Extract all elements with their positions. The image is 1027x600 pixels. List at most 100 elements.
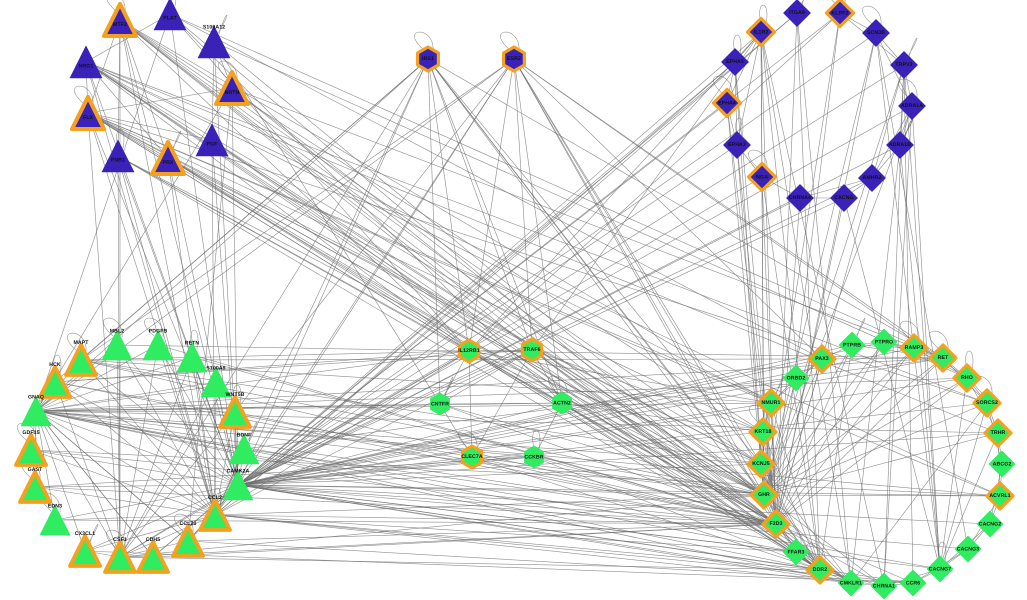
- graph-node-nga[interactable]: NGA: [745, 160, 778, 193]
- graph-node-adra1a[interactable]: ADRA1A: [898, 92, 926, 120]
- graph-node-flx[interactable]: FLX: [67, 92, 109, 134]
- diamond-node-shape: [745, 16, 777, 48]
- graph-node-esr2[interactable]: ESR2: [499, 44, 529, 74]
- diamond-node-shape: [711, 87, 743, 119]
- graph-node-ghr[interactable]: GHR: [748, 479, 780, 511]
- triangle-node-shape: [64, 343, 98, 377]
- diamond-node-shape: [886, 131, 914, 159]
- graph-node-chrna4[interactable]: CHRNA4: [786, 184, 814, 212]
- diamond-node-shape: [830, 184, 858, 212]
- graph-node-ccl20[interactable]: CCL20: [168, 521, 208, 561]
- graph-node-plat[interactable]: PLAT: [152, 0, 187, 32]
- graph-node-amhr2[interactable]: AMHR2: [858, 164, 886, 192]
- graph-node-epha5[interactable]: EPHA5: [721, 48, 749, 76]
- graph-node-ramp3[interactable]: RAMP3: [898, 332, 930, 364]
- graph-node-pax3[interactable]: PAX3: [806, 343, 838, 375]
- graph-node-ptprb[interactable]: PTPRB: [838, 331, 866, 359]
- graph-node-bdnf[interactable]: BDNF: [227, 432, 260, 465]
- graph-node-fnb1[interactable]: FNB1: [100, 138, 135, 173]
- graph-node-trhr[interactable]: TRHR: [982, 417, 1014, 449]
- diamond-node-shape: [782, 538, 810, 566]
- graph-node-kcnj5[interactable]: KCNJ5: [745, 448, 777, 480]
- graph-node-epha4[interactable]: EPHA4: [710, 86, 743, 119]
- graph-node-nrtn[interactable]: NRTN: [211, 67, 253, 109]
- diamond-node-shape: [723, 131, 751, 159]
- graph-node-krt18[interactable]: KRT18: [747, 416, 779, 448]
- graph-node-cckbr[interactable]: CCKBR: [522, 445, 545, 469]
- diamond-node-shape: [786, 184, 814, 212]
- graph-node-mbl2[interactable]: MBL2: [100, 328, 133, 361]
- graph-node-nmur1[interactable]: NMUR1: [755, 387, 787, 419]
- graph-node-il12rb1[interactable]: IL12RB1: [455, 337, 483, 365]
- diamond-node-shape: [983, 418, 1013, 448]
- diamond-node-shape: [783, 0, 811, 27]
- graph-node-klrf2[interactable]: KLRF2: [823, 0, 856, 30]
- graph-node-traf6[interactable]: TRAF6: [518, 336, 546, 364]
- graph-node-cx3cl1[interactable]: CX3CL1: [65, 531, 105, 571]
- graph-node-chrna1[interactable]: CHRNA1: [870, 572, 898, 600]
- graph-node-wnt5b[interactable]: WNT5B: [215, 392, 255, 432]
- diamond-node-shape: [899, 333, 929, 363]
- diamond-node-shape: [985, 481, 1015, 511]
- graph-node-cacng3[interactable]: CACNG3: [954, 535, 982, 563]
- graph-node-mtf2[interactable]: MTF2: [99, 0, 141, 41]
- diamond-node-shape: [928, 343, 958, 373]
- graph-node-pgf[interactable]: PGF: [194, 122, 229, 157]
- graph-node-cacng2[interactable]: CACNG2: [976, 510, 1004, 538]
- graph-node-abcg2[interactable]: ABCG2: [988, 450, 1016, 478]
- graph-node-cntfr[interactable]: CNTFR: [428, 392, 451, 416]
- graph-node-prx[interactable]: PRX: [147, 137, 189, 179]
- graph-node-acvrl1[interactable]: ACVRL1: [984, 480, 1016, 512]
- triangle-node-shape: [39, 504, 71, 536]
- graph-node-clec7a[interactable]: CLEC7A: [458, 443, 486, 471]
- graph-node-itga8[interactable]: ITGA8: [783, 0, 811, 27]
- triangle-node-shape: [14, 433, 48, 467]
- triangle-node-shape: [171, 524, 205, 558]
- diamond-node-shape: [756, 388, 786, 418]
- graph-node-actn2[interactable]: ACTN2: [550, 391, 573, 415]
- triangle-node-shape: [197, 25, 231, 59]
- diamond-node-shape: [870, 328, 898, 356]
- graph-node-cdh5[interactable]: CDH5: [133, 537, 173, 577]
- graph-node-trpv3[interactable]: TRPV3: [890, 51, 918, 79]
- diamond-node-shape: [954, 535, 982, 563]
- graph-node-ccr6[interactable]: CCR6: [899, 569, 927, 597]
- diamond-node-shape: [824, 0, 856, 29]
- hexagon-node-shape: [502, 45, 526, 73]
- triangle-node-shape: [38, 365, 72, 399]
- triangle-node-shape: [228, 433, 260, 465]
- graph-node-adra1b[interactable]: ADRA1B: [886, 131, 914, 159]
- triangle-node-shape: [198, 498, 232, 532]
- graph-node-ptpro[interactable]: PTPRO: [870, 328, 898, 356]
- triangle-node-shape: [195, 123, 229, 157]
- hexagon-node-shape: [430, 392, 450, 416]
- graph-node-epha3[interactable]: EPHA3: [723, 131, 751, 159]
- triangle-node-shape: [222, 469, 254, 501]
- triangle-node-shape: [69, 45, 103, 79]
- graph-node-sorcs2[interactable]: SORCS2: [971, 387, 1003, 419]
- triangle-node-shape: [101, 139, 135, 173]
- graph-node-f2d3[interactable]: F2D3: [760, 508, 792, 540]
- triangle-node-shape: [218, 395, 252, 429]
- hexagon-node-shape: [460, 444, 484, 470]
- graph-node-gnaq[interactable]: GNAQ: [19, 394, 52, 427]
- graph-node-gast[interactable]: GAST: [15, 467, 55, 507]
- graph-node-cacng7[interactable]: CACNG7: [926, 555, 954, 583]
- graph-node-irs1[interactable]: IRS1: [413, 44, 443, 74]
- graph-node-nrg1[interactable]: NRG1: [68, 44, 103, 79]
- graph-node-gdf15[interactable]: GDF15: [11, 430, 51, 470]
- diamond-node-shape: [761, 509, 791, 539]
- diamond-node-shape: [976, 510, 1004, 538]
- graph-node-scn3b[interactable]: SCN3B: [862, 19, 890, 47]
- diamond-node-shape: [805, 555, 835, 585]
- graph-node-ddr2[interactable]: DDR2: [804, 554, 836, 586]
- diamond-node-shape: [890, 51, 918, 79]
- diamond-node-shape: [748, 417, 778, 447]
- graph-node-il1r2[interactable]: IL1R2: [744, 15, 777, 48]
- graph-node-cacng[interactable]: CACNG: [830, 184, 858, 212]
- graph-node-cmklr1[interactable]: CMKLR1: [837, 569, 865, 597]
- diamond-node-shape: [988, 450, 1016, 478]
- graph-node-pdgfb[interactable]: PDGFB: [141, 328, 174, 361]
- graph-node-s100a12[interactable]: S100A12: [196, 24, 231, 59]
